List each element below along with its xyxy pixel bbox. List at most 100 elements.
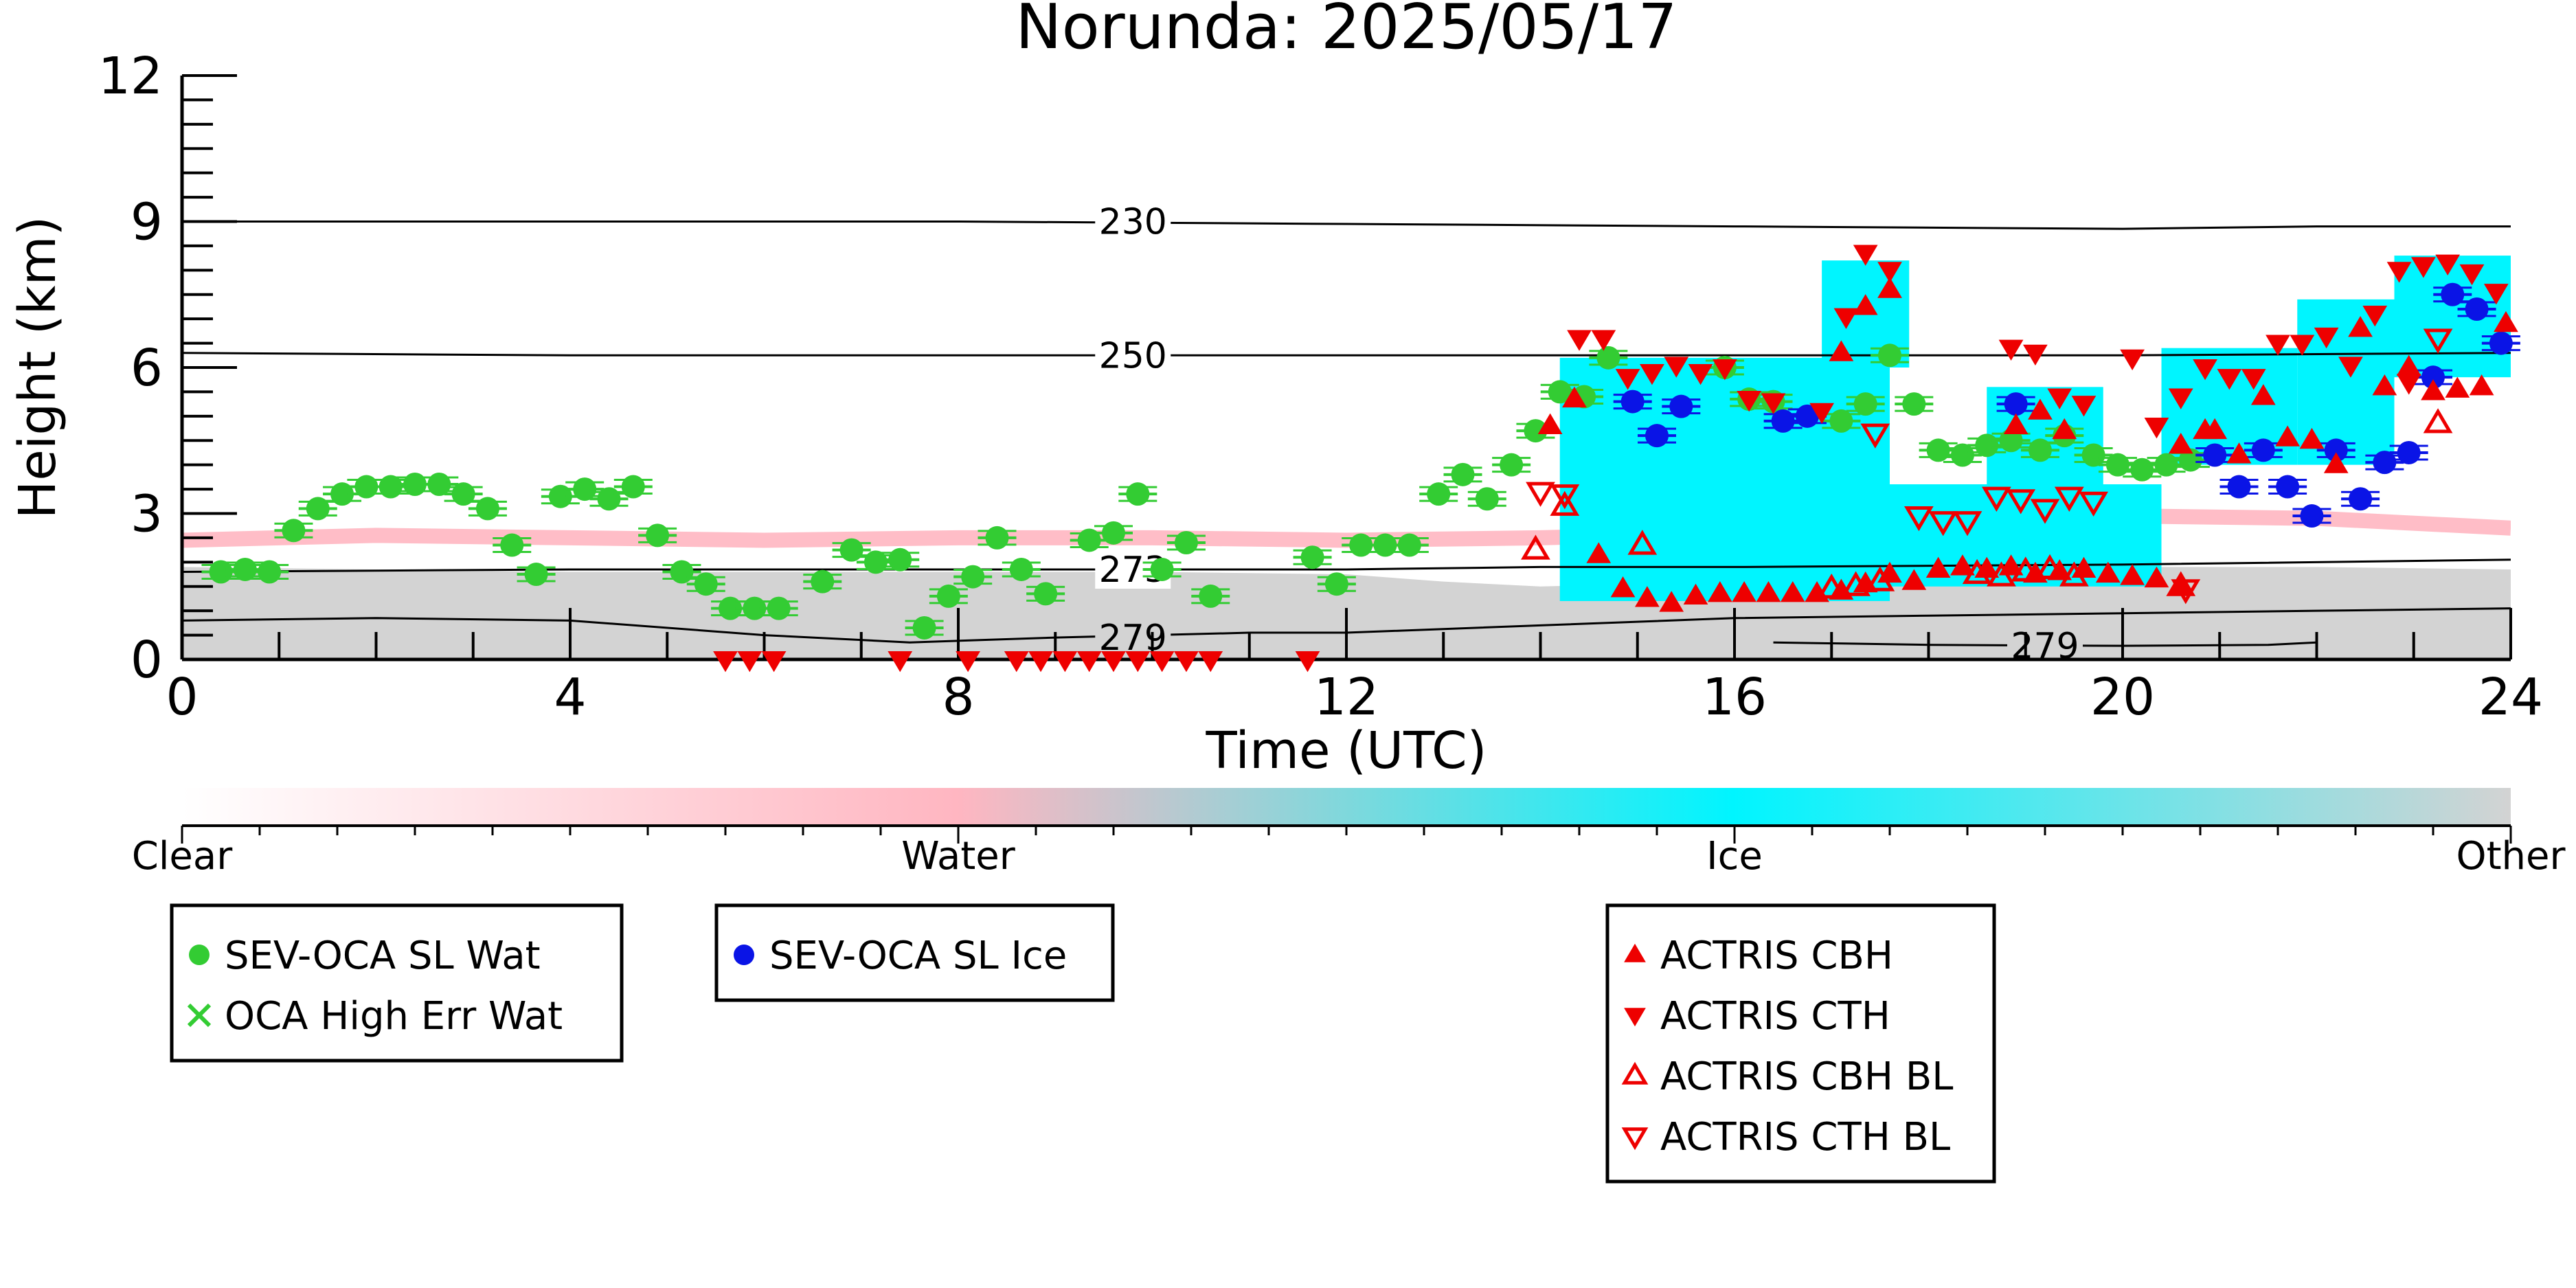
data-point (1034, 582, 1058, 606)
data-point (912, 615, 936, 640)
data-point (1596, 346, 1620, 370)
data-point (379, 475, 403, 499)
data-point (1809, 403, 1834, 425)
data-point (2120, 564, 2145, 585)
data-point (1987, 561, 2016, 587)
data-point (1126, 482, 1150, 506)
y-axis-title: Height (km) (8, 216, 67, 519)
chart-title: Norunda: 2025/05/17 (1015, 0, 1677, 63)
data-point (2250, 384, 2276, 405)
legend-frame (1605, 903, 1996, 1184)
data-point (1102, 521, 1125, 545)
legend-box: SEV-OCA SL Ice (714, 903, 1115, 1002)
legend-box: ACTRIS CBH ACTRIS CTH ACTRIS CBH BL ACTRIS … (1605, 903, 1996, 1184)
data-point (1962, 558, 1992, 585)
plot-axes: 0 3 6 9 12 0 4 8 12 16 20 24 (98, 47, 2543, 727)
data-point (2105, 453, 2129, 477)
data-point (1732, 581, 1756, 602)
colorbar-label-water: Water (901, 834, 1016, 879)
data-point (1771, 409, 1795, 433)
data-point (2003, 413, 2029, 435)
data-point (1427, 482, 1451, 506)
legend-entry-label: ACTRIS CTH (1660, 994, 1890, 1039)
data-point (1615, 369, 1640, 390)
series-actris-cth (713, 245, 2509, 673)
data-point (1780, 581, 1805, 602)
data-point (1904, 506, 1934, 532)
x-tick-label: 0 (166, 668, 198, 727)
data-point (1669, 394, 1693, 418)
data-point (2423, 328, 2453, 354)
data-point (1865, 566, 1895, 591)
data-point (1928, 511, 1958, 536)
data-point (2276, 475, 2300, 499)
legend-entry-label: ACTRIS CBH BL (1660, 1054, 1953, 1099)
data-point (2411, 257, 2436, 278)
legend-marker (187, 1003, 212, 1028)
data-point (500, 533, 524, 557)
data-point (597, 487, 621, 511)
data-point (767, 596, 791, 620)
data-point (936, 584, 960, 608)
data-point (1795, 404, 1819, 428)
data-point (888, 547, 912, 572)
data-point (2489, 331, 2513, 355)
data-point (621, 475, 645, 499)
contour-line-279 (182, 607, 2511, 644)
data-point (451, 482, 475, 506)
data-point (2028, 398, 2053, 420)
data-point (670, 560, 694, 584)
legend-entry-label: SEV-OCA SL Ice (769, 934, 1067, 978)
x-tick-label: 20 (2090, 668, 2155, 727)
data-point (1550, 490, 1580, 516)
data-point (1591, 330, 1616, 351)
data-point (2483, 284, 2509, 305)
data-point (1853, 294, 1878, 315)
data-point (1860, 423, 1890, 449)
data-point (2441, 282, 2465, 306)
legend-frame (170, 903, 624, 1063)
data-point (761, 651, 787, 673)
legend-marker (1621, 1061, 1649, 1085)
data-point (2168, 388, 2193, 409)
data-point (2445, 376, 2470, 398)
data-point (1640, 364, 1664, 385)
data-point (1878, 343, 1901, 368)
data-point (2193, 418, 2217, 440)
data-point (2071, 396, 2097, 417)
data-point (2396, 374, 2421, 395)
data-point (1998, 339, 2024, 361)
data-point (2241, 369, 2266, 390)
y-tick-label: 12 (98, 47, 163, 106)
data-point (2095, 561, 2121, 583)
data-point (1853, 245, 1878, 266)
contour-label-bg (1095, 618, 1171, 657)
data-point (1524, 419, 1548, 443)
data-point (1174, 651, 1199, 673)
data-point (2168, 433, 2193, 454)
data-point (1841, 571, 1871, 596)
data-point (713, 651, 738, 673)
data-point (1713, 359, 1737, 381)
data-point (2465, 297, 2489, 321)
data-point (2494, 310, 2518, 332)
legend-marker (734, 945, 754, 965)
legend-marker (1624, 943, 1646, 962)
data-point (2047, 388, 2072, 409)
data-point (1707, 581, 1732, 602)
data-point (2130, 457, 2154, 482)
data-point (2035, 554, 2065, 580)
data-point (1816, 574, 1846, 599)
data-point (2052, 418, 2077, 440)
data-point (811, 569, 835, 594)
data-point (1295, 651, 1320, 673)
data-point (2144, 566, 2169, 588)
data-point (1627, 530, 1658, 555)
data-point (2011, 556, 2041, 582)
data-point (1101, 651, 1126, 673)
legend-frame (714, 903, 1115, 1002)
data-point (985, 526, 1009, 550)
data-point (1659, 591, 1684, 612)
data-point (2423, 408, 2453, 433)
